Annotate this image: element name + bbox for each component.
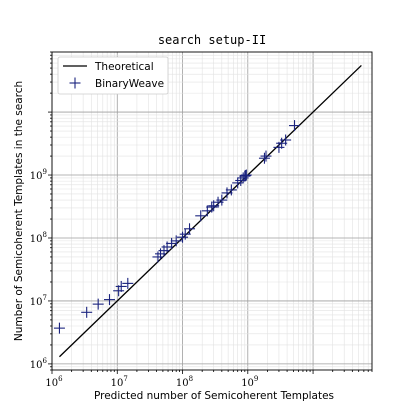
- binaryweave-point: [179, 228, 191, 240]
- binaryweave-point: [53, 322, 65, 334]
- plot-frame: [51, 51, 373, 371]
- y-tick-label: 107: [30, 294, 47, 308]
- binaryweave-point: [122, 277, 134, 289]
- binaryweave-point: [260, 150, 272, 162]
- binaryweave-point: [81, 306, 93, 318]
- legend-label-binaryweave: BinaryWeave: [95, 78, 164, 90]
- binaryweave-point: [240, 169, 252, 181]
- binaryweave-point: [239, 170, 251, 182]
- binaryweave-point: [103, 294, 115, 306]
- legend-binaryweave-swatch: [69, 77, 81, 89]
- binaryweave-point: [170, 235, 182, 247]
- x-tick-label: 109: [241, 375, 258, 389]
- binaryweave-point: [152, 251, 164, 263]
- binaryweave-point: [115, 280, 127, 292]
- legend: Theoretical BinaryWeave: [57, 56, 169, 95]
- binaryweave-point: [177, 231, 189, 243]
- axis-ticks: 106 107 108 109 106 107 108 109: [30, 51, 373, 389]
- binaryweave-point: [113, 285, 125, 297]
- y-tick-label: 106: [30, 357, 48, 371]
- grid-lines: [51, 51, 373, 371]
- binaryweave-point: [216, 194, 228, 206]
- legend-plus-marker: [69, 77, 81, 89]
- x-tick-label: 107: [111, 375, 128, 389]
- binaryweave-point: [239, 170, 251, 182]
- binaryweave-point: [280, 134, 292, 146]
- legend-label-theoretical: Theoretical: [94, 61, 154, 73]
- y-axis-label: Number of Semicoherent Templates in the …: [13, 81, 25, 341]
- binaryweave-point: [184, 223, 196, 235]
- y-tick-label: 108: [30, 231, 47, 245]
- binaryweave-point: [258, 152, 270, 164]
- x-tick-label: 106: [45, 375, 63, 389]
- binaryweave-markers: [53, 120, 301, 334]
- chart-title: search setup-II: [158, 33, 266, 47]
- binaryweave-point: [206, 201, 218, 213]
- binaryweave-point: [195, 210, 207, 222]
- x-axis-label: Predicted number of Semicoherent Templat…: [94, 390, 334, 402]
- binaryweave-point: [221, 187, 233, 199]
- binaryweave-point: [237, 172, 249, 184]
- y-tick-label: 109: [30, 168, 47, 182]
- binaryweave-point: [232, 177, 244, 189]
- binaryweave-point: [225, 184, 237, 196]
- x-tick-label: 108: [176, 375, 193, 389]
- binaryweave-point: [166, 237, 178, 249]
- binaryweave-point: [92, 298, 104, 310]
- binaryweave-point: [289, 120, 301, 132]
